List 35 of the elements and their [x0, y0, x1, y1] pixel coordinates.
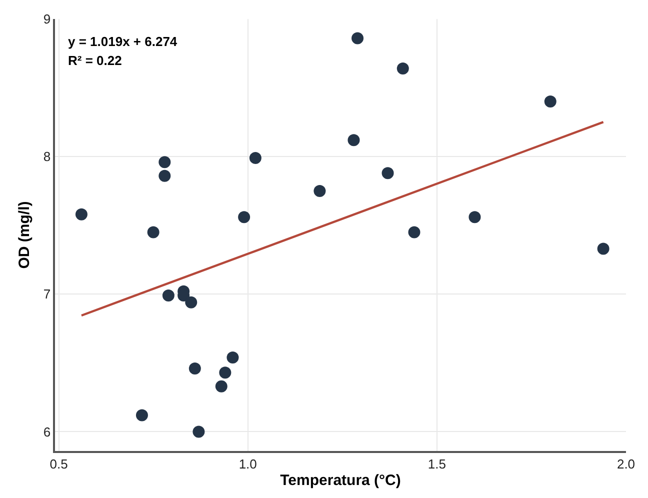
y-tick-label: 8 — [43, 149, 51, 164]
point — [162, 290, 174, 302]
point — [136, 409, 148, 422]
annotation: R² = 0.22 — [68, 53, 122, 68]
point — [147, 226, 160, 238]
point — [597, 242, 610, 255]
point — [226, 351, 239, 364]
point — [215, 380, 228, 392]
x-tick-label: 0.5 — [50, 456, 68, 472]
y-tick-label: 6 — [43, 424, 51, 440]
point — [158, 156, 171, 168]
x-tick-label: 2.0 — [616, 456, 636, 472]
point — [249, 152, 262, 164]
point — [408, 226, 420, 238]
point — [348, 134, 360, 146]
point — [219, 366, 232, 379]
point — [468, 211, 481, 224]
y-axis-title: OD (mg/l) — [16, 201, 34, 269]
point — [238, 211, 250, 224]
point — [158, 170, 171, 182]
point — [192, 426, 205, 438]
point — [396, 62, 409, 75]
point — [352, 32, 364, 44]
point — [382, 167, 394, 180]
x-tick-label: 1.0 — [238, 456, 257, 472]
point — [75, 208, 88, 220]
x-axis-title: Temperatura (°C) — [280, 472, 401, 489]
x-tick-label: 1.5 — [428, 456, 446, 472]
y-tick-label: 9 — [43, 12, 51, 27]
annotation: y = 1.019x + 6.274 — [68, 34, 178, 49]
point — [544, 96, 556, 108]
y-tick-label: 7 — [43, 286, 51, 302]
point — [314, 184, 326, 197]
point — [185, 296, 198, 308]
point — [188, 362, 201, 374]
